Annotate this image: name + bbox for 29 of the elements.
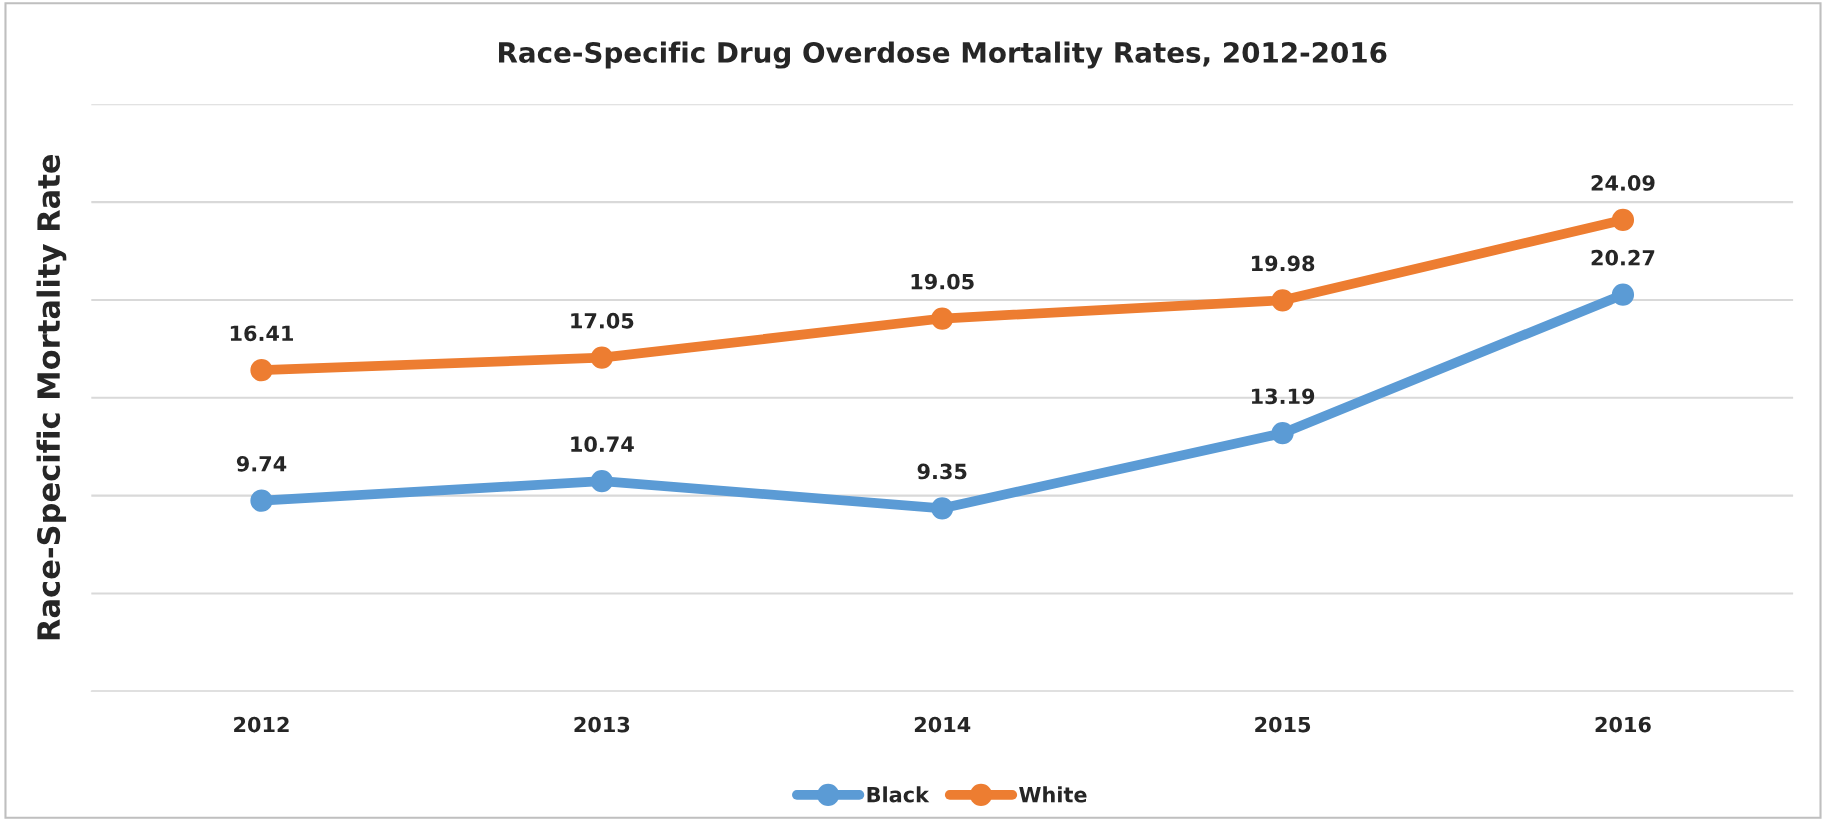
point [590, 470, 613, 493]
point [931, 307, 954, 330]
data-label: 19.05 [911, 273, 974, 290]
data-label: 20.27 [1591, 249, 1655, 266]
data-label: 24.09 [1591, 175, 1655, 191]
x-tick-label: 2016 [1595, 716, 1651, 733]
point [1611, 283, 1635, 306]
point [1271, 289, 1294, 312]
x-tick-label: 2012 [234, 716, 289, 733]
data-label: 16.41 [230, 325, 293, 342]
point [590, 346, 613, 369]
x-tick-label: 2013 [574, 716, 630, 733]
data-label: 9.74 [236, 455, 287, 472]
chart-title: Race-Specific Drug Overdose Mortality Rates, 2012-2016 [499, 41, 1387, 69]
data-label: 19.98 [1251, 255, 1315, 272]
data-label: 10.74 [571, 436, 634, 453]
y-axis-title: Race-Specific Mortality Rate [36, 154, 67, 640]
x-tick-label: 2015 [1255, 716, 1311, 733]
point [250, 489, 273, 512]
point [1271, 422, 1294, 445]
legend-label: White [1019, 786, 1087, 803]
point [931, 497, 954, 520]
legend-label: Black [867, 786, 930, 803]
point [1611, 208, 1635, 232]
data-label: 17.05 [571, 312, 634, 329]
data-label: 13.19 [1251, 388, 1315, 405]
point [250, 359, 273, 382]
x-tick-label: 2014 [914, 716, 971, 733]
data-label: 9.35 [917, 463, 967, 480]
